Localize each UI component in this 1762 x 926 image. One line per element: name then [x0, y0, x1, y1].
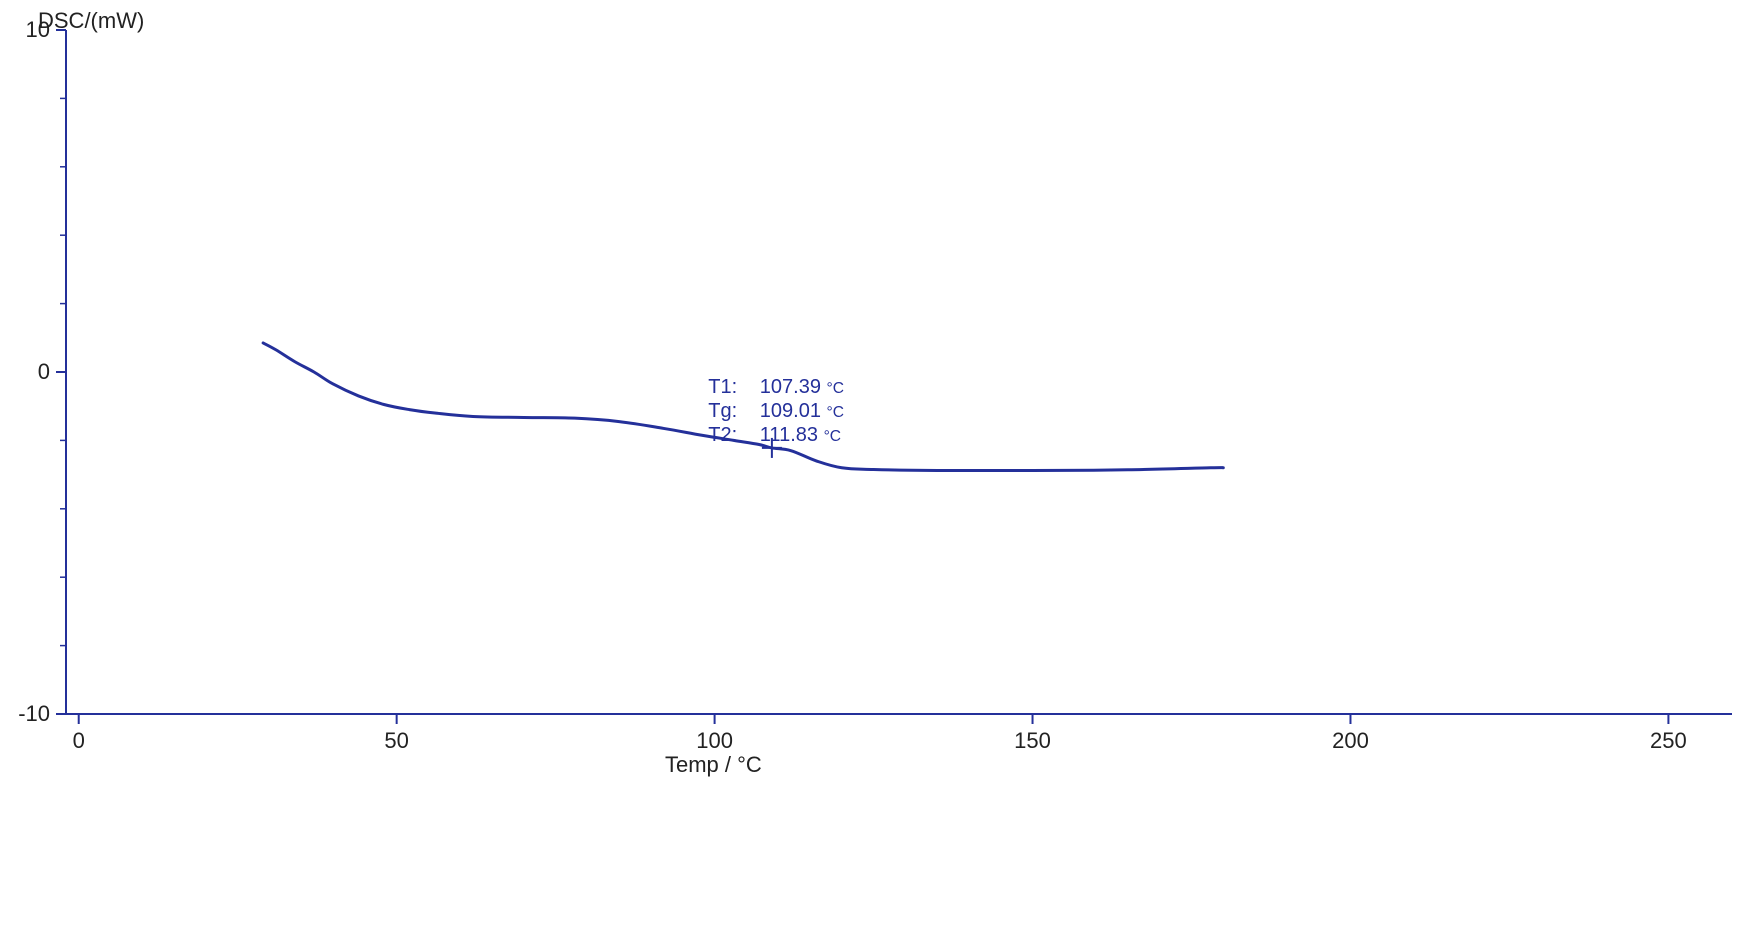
y-axis-label: DSC/(mW): [38, 8, 144, 34]
annotation-value: 111.83: [754, 424, 823, 446]
annotation-unit: °C: [827, 404, 845, 421]
annotation-value: 109.01: [754, 400, 826, 422]
annotation-label: Tg:: [708, 399, 754, 423]
dsc-chart: -10010050100150200250 DSC/(mW) Temp / °C…: [0, 0, 1762, 926]
annotation-row: T1: 107.39 °C: [708, 375, 844, 399]
svg-text:100: 100: [696, 728, 733, 753]
annotation-value: 107.39: [754, 376, 826, 398]
svg-text:250: 250: [1650, 728, 1687, 753]
svg-text:-10: -10: [18, 701, 50, 726]
annotation-row: T2: 111.83 °C: [708, 423, 844, 447]
svg-text:50: 50: [384, 728, 408, 753]
annotation-unit: °C: [824, 428, 842, 445]
svg-text:150: 150: [1014, 728, 1051, 753]
svg-text:0: 0: [38, 359, 50, 384]
tg-annotation: T1: 107.39 °CTg: 109.01 °CT2: 111.83 °C: [708, 375, 844, 447]
annotation-label: T1:: [708, 375, 754, 399]
svg-text:0: 0: [73, 728, 85, 753]
x-axis-label: Temp / °C: [665, 752, 762, 778]
annotation-unit: °C: [827, 380, 845, 397]
annotation-label: T2:: [708, 423, 754, 447]
svg-text:200: 200: [1332, 728, 1369, 753]
annotation-row: Tg: 109.01 °C: [708, 399, 844, 423]
chart-svg: -10010050100150200250: [0, 0, 1762, 926]
